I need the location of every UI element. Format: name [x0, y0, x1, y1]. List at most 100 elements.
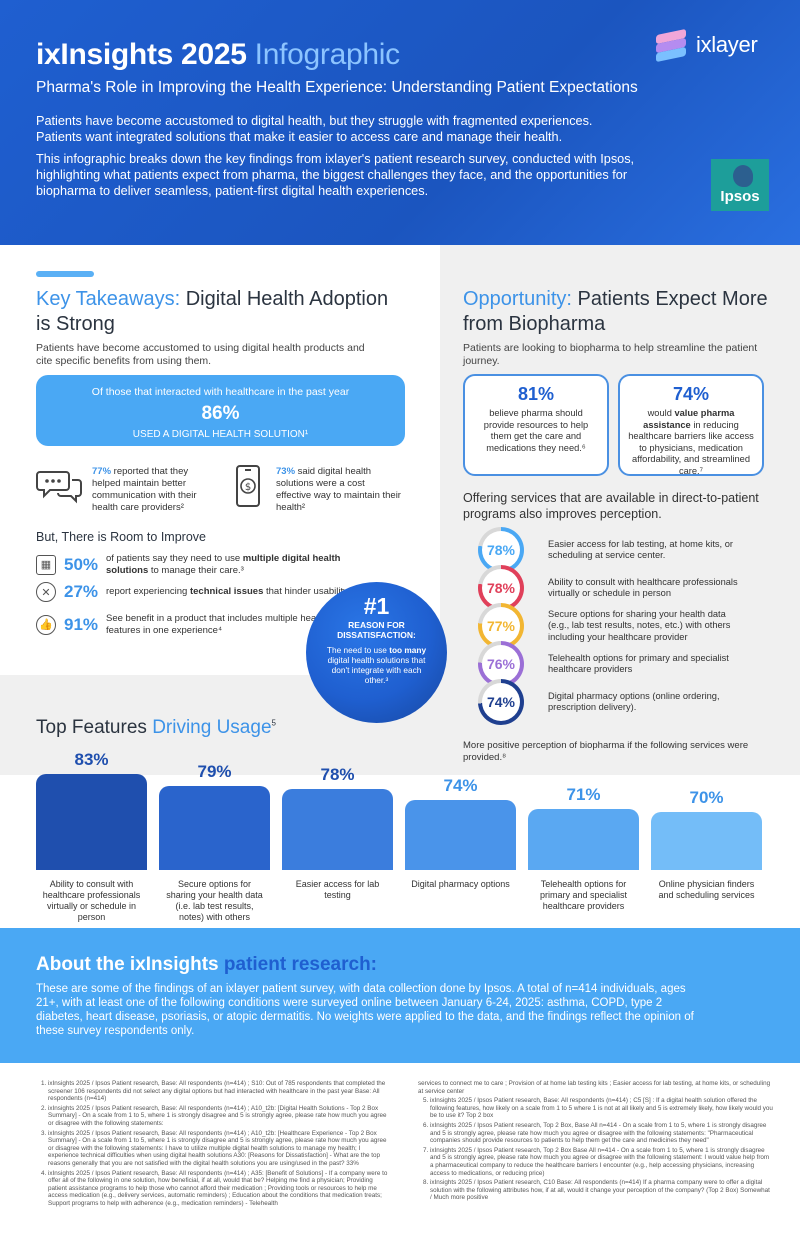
- chart-bar-value: 78%: [320, 764, 355, 784]
- card-text-post: in reducing healthcare barriers like acc…: [628, 419, 754, 476]
- opportunity-desc: Patients are looking to biopharma to hel…: [463, 342, 758, 367]
- chart-bar: [159, 785, 270, 870]
- opportunity-title-hl: Opportunity:: [463, 288, 572, 310]
- room-item-pct: 50%: [64, 554, 99, 574]
- thumbs-up-icon: 👍: [36, 614, 56, 635]
- about-title-hl: patient research:: [223, 954, 378, 975]
- digital-health-usage-box: Of those that interacted with healthcare…: [36, 375, 405, 446]
- room-item-text-post: to manage their care.³: [148, 564, 244, 576]
- ixlayer-logo-icon: [654, 28, 688, 63]
- service-text: Easier access for lab testing, at home k…: [548, 538, 733, 561]
- room-item-text-pre: See benefit in a product that includes m…: [106, 613, 327, 636]
- about-title-main: About the ixInsights: [36, 954, 219, 975]
- service-pct: 77%: [482, 607, 520, 645]
- room-to-improve-title: But, There is Room to Improve: [36, 530, 206, 544]
- page-subtitle: Pharma's Role in Improving the Health Ex…: [36, 79, 638, 96]
- ipsos-logo: Ipsos: [711, 159, 769, 211]
- footnote-item: ixInsights 2025 / Ipsos Patient research…: [430, 1147, 773, 1177]
- title-main: ixInsights 2025: [36, 38, 247, 71]
- chart-bar: [651, 812, 762, 870]
- stat-cost-effective-pct: 73%: [276, 466, 296, 477]
- service-pct-ring: 74%: [478, 679, 524, 725]
- footnote-continuation: services to connect me to care ; Provisi…: [418, 1080, 771, 1095]
- logo-text: ixlayer: [696, 32, 758, 57]
- chart-bar: [36, 774, 147, 870]
- pharma-resources-card: 81% believe pharma should provide resour…: [463, 374, 609, 476]
- service-item: 78% Ability to consult with healthcare pr…: [478, 565, 738, 611]
- phone-dollar-icon: $: [236, 465, 260, 507]
- key-takeaways-desc: Patients have become accustomed to using…: [36, 342, 365, 367]
- room-item-text-pre: of patients say they need to use: [106, 553, 243, 564]
- room-item-text-post: that hinder usability.³: [263, 586, 353, 598]
- footnote-item: ixInsights 2025 / Ipsos Patient research…: [48, 1130, 391, 1168]
- footnote-item: ixInsights 2025 / Ipsos Patient research…: [430, 1122, 773, 1145]
- service-pct-ring: 78%: [478, 565, 524, 611]
- usage-box-line1: Of those that interacted with healthcare…: [91, 386, 350, 398]
- footnotes-left-list: ixInsights 2025 / Ipsos Patient research…: [36, 1080, 391, 1208]
- ixlayer-logo[interactable]: ixlayer: [654, 28, 758, 63]
- reason-text-post: digital health solutions that don't inte…: [327, 655, 426, 685]
- reason-number: #1: [363, 593, 390, 619]
- room-item-text-bold: multiple digital health solutions: [106, 553, 341, 576]
- page-title: ixInsights 2025 Infographic: [36, 38, 400, 72]
- service-item: 77% Secure options for sharing your healt…: [478, 603, 738, 649]
- section-accent-bar: [36, 271, 94, 277]
- title-highlight: Infographic: [254, 38, 400, 71]
- reason-heading: REASON FOR DISSATISFACTION:: [337, 620, 416, 640]
- room-item-text: of patients say they need to use multipl…: [106, 553, 356, 576]
- stat-communication-pct: 77%: [92, 466, 112, 477]
- header-banner: ixInsights 2025 Infographic Pharma's Rol…: [0, 0, 800, 245]
- service-pct: 74%: [482, 683, 520, 721]
- key-takeaways-title-rest: Digital Health Adoption is Strong: [36, 288, 389, 335]
- service-text: Digital pharmacy options (online orderin…: [548, 690, 720, 713]
- card-text: would value pharma assistance in reducin…: [628, 408, 754, 477]
- top-features-bar-chart: 83% Ability to consult with healthcare pr…: [36, 750, 766, 922]
- chart-bar: [405, 800, 516, 870]
- card-text-bold: value pharma assistance: [643, 408, 735, 430]
- footnotes-right: services to connect me to care ; Provisi…: [418, 1080, 773, 1204]
- room-item-technical-issues: ✕ 27% report experiencing technical issu…: [36, 582, 356, 602]
- chart-bar-value: 70%: [689, 788, 724, 807]
- card-pct: 81%: [517, 384, 555, 404]
- stat-cost-effective-text: said digital health solutions were a cos…: [276, 466, 401, 513]
- room-item-multiple-solutions: ▦ 50% of patients say they need to use m…: [36, 553, 356, 576]
- chart-window-icon: ▦: [36, 554, 56, 575]
- usage-box-pct: 86%: [201, 403, 240, 424]
- stat-communication: 77% reported that they helped maintain b…: [92, 466, 212, 514]
- card-pct: 74%: [672, 384, 710, 404]
- service-pct: 78%: [482, 531, 520, 569]
- key-takeaways-title: Key Takeaways: Digital Health Adoption i…: [36, 287, 396, 337]
- service-text: Telehealth options for primary and speci…: [548, 652, 729, 675]
- reason-for-dissatisfaction-circle: #1 REASON FOR DISSATISFACTION: The need …: [306, 582, 447, 723]
- service-pct: 78%: [482, 569, 520, 607]
- service-item: 74% Digital pharmacy options (online orde…: [478, 679, 738, 725]
- opportunity-title-rest: Patients Expect More from Biopharma: [463, 288, 768, 335]
- stat-cost-effective: 73% said digital health solutions were a…: [276, 466, 401, 514]
- opportunity-title: Opportunity: Patients Expect More from B…: [463, 287, 783, 337]
- about-title: About the ixInsights patient research:: [36, 954, 377, 976]
- top-features-title-sup: 5: [271, 718, 276, 728]
- card-text-pre: would: [647, 408, 675, 418]
- card-text: believe pharma should provide resources …: [483, 408, 589, 453]
- intro-paragraph-2: This infographic breaks down the key fin…: [36, 152, 635, 198]
- key-takeaways-title-hl: Key Takeaways:: [36, 288, 181, 310]
- footnotes-left: ixInsights 2025 / Ipsos Patient research…: [36, 1080, 391, 1210]
- service-text: Secure options for sharing your health d…: [548, 608, 731, 642]
- footnote-item: ixInsights 2025 / Ipsos Patient research…: [48, 1170, 391, 1208]
- opportunity-footnote: More positive perception of biopharma if…: [463, 740, 749, 763]
- service-text: Ability to consult with healthcare profe…: [548, 576, 738, 599]
- ipsos-head-icon: [733, 165, 753, 187]
- chart-bar-value: 79%: [197, 761, 232, 781]
- service-pct-ring: 77%: [478, 603, 524, 649]
- room-item-text-bold: technical issues: [189, 586, 264, 598]
- room-item-text-pre: report experiencing: [106, 586, 190, 598]
- room-item-pct: 91%: [64, 614, 99, 634]
- chart-bar: [282, 788, 393, 870]
- chart-category-label: Online physician finders and scheduling …: [658, 879, 755, 900]
- chart-category-label: Easier access for lab testing: [295, 879, 380, 900]
- pharma-assistance-card: 74% would value pharma assistance in red…: [618, 374, 764, 476]
- footnote-item: ixInsights 2025 / Ipsos Patient research…: [48, 1080, 391, 1103]
- chat-bubbles-icon: [36, 471, 82, 504]
- service-pct: 76%: [482, 645, 520, 683]
- svg-text:$: $: [245, 482, 251, 493]
